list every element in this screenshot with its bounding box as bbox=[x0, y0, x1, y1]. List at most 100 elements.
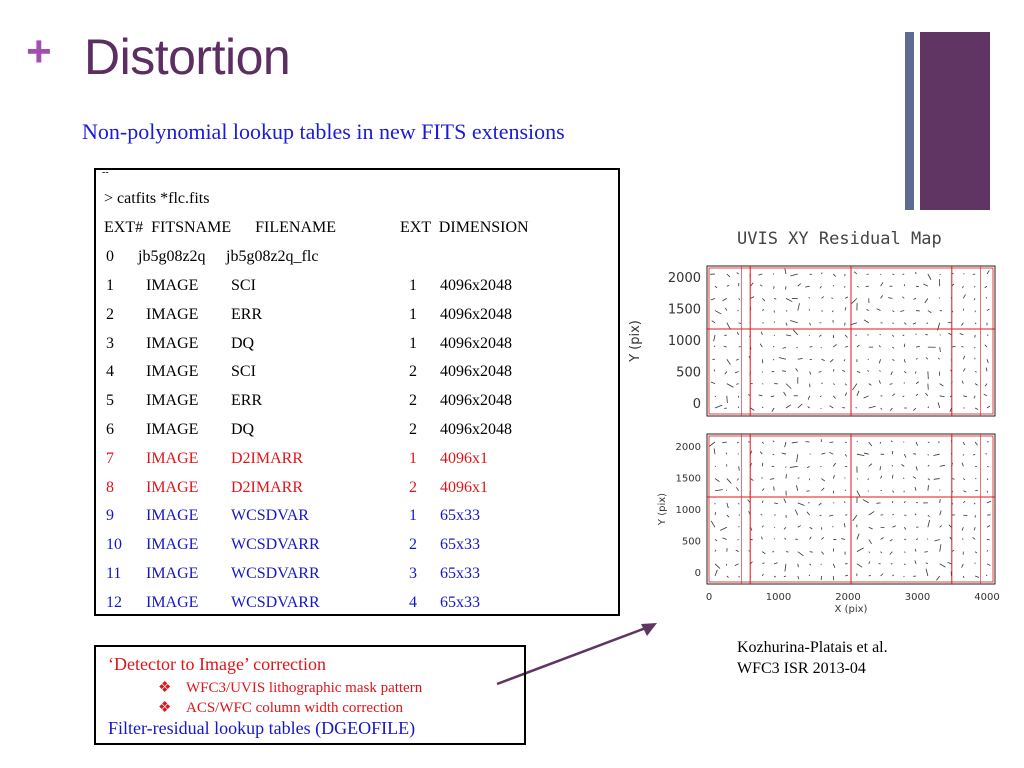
residual-vector bbox=[925, 357, 929, 360]
residual-vector bbox=[939, 464, 945, 467]
residual-vector bbox=[867, 490, 869, 492]
residual-vector bbox=[772, 358, 775, 361]
residual-vector bbox=[878, 345, 881, 348]
residual-vector bbox=[773, 286, 775, 289]
extension-row: 6 IMAGE DQ 2 4096x2048 bbox=[96, 421, 618, 443]
residual-vector bbox=[829, 358, 834, 363]
residual-vector bbox=[939, 563, 946, 568]
ext-index: 1 bbox=[409, 334, 417, 352]
residual-vector bbox=[829, 514, 834, 517]
residual-vector bbox=[973, 527, 976, 531]
residual-vector bbox=[903, 322, 907, 325]
residual-vector bbox=[974, 383, 978, 386]
residual-vector bbox=[959, 333, 964, 336]
residual-vector bbox=[915, 393, 918, 397]
residual-vector bbox=[962, 441, 965, 446]
residual-vector bbox=[889, 383, 893, 385]
citation-report: WFC3 ISR 2013-04 bbox=[737, 660, 866, 677]
residual-vector bbox=[750, 296, 755, 299]
residual-vector bbox=[939, 383, 944, 387]
residual-vector bbox=[821, 382, 823, 384]
residual-vector bbox=[927, 464, 930, 467]
residual-vector bbox=[789, 465, 798, 468]
figure-title: UVIS XY Residual Map bbox=[737, 229, 942, 249]
residual-vector bbox=[863, 319, 869, 324]
residual-vector bbox=[927, 514, 930, 518]
ext-filename: WCSDVAR bbox=[231, 507, 309, 525]
ext-fitsname: IMAGE bbox=[146, 277, 199, 294]
residual-vector bbox=[961, 345, 964, 348]
residual-vector bbox=[808, 296, 810, 299]
residual-vector bbox=[868, 561, 871, 564]
extension-row: 9 IMAGE WCSDVAR 1 65x33 bbox=[96, 507, 618, 529]
residual-vector bbox=[915, 381, 920, 384]
residual-vector bbox=[725, 307, 728, 311]
ext-filename: ERR bbox=[231, 392, 263, 410]
residual-vector bbox=[797, 358, 803, 360]
residual-vector bbox=[761, 441, 764, 444]
y-tick-label: 1500 bbox=[668, 303, 701, 318]
residual-vector bbox=[856, 453, 865, 457]
residual-vector bbox=[750, 478, 754, 481]
residual-vector bbox=[724, 334, 727, 337]
residual-vector bbox=[878, 380, 881, 384]
residual-vector bbox=[722, 298, 728, 302]
residual-vector bbox=[714, 285, 718, 289]
residual-vector bbox=[797, 551, 804, 557]
extension-row: 10 IMAGE WCSDVARR 2 65x33 bbox=[96, 536, 618, 558]
slide-title: Distortion bbox=[84, 29, 291, 85]
ext-index: 3 bbox=[409, 565, 417, 582]
residual-vector bbox=[923, 283, 929, 287]
residual-vector bbox=[821, 487, 825, 492]
ext-num: 6 bbox=[106, 421, 114, 438]
listing-tick: -- bbox=[102, 167, 109, 178]
ext-dimension: 4096x2048 bbox=[440, 421, 512, 438]
residual-vector bbox=[949, 395, 952, 398]
residual-vector bbox=[856, 440, 858, 443]
residual-vector bbox=[844, 322, 846, 326]
residual-vector bbox=[784, 537, 787, 540]
residual-vector bbox=[726, 575, 729, 578]
residual-vector bbox=[809, 526, 813, 530]
residual-vector bbox=[927, 478, 931, 481]
ext-num: 1 bbox=[106, 277, 114, 294]
x-tick-label: 3000 bbox=[905, 592, 930, 603]
residual-vector bbox=[986, 465, 989, 468]
residual-vector bbox=[807, 406, 810, 409]
ext-index: 2 bbox=[409, 363, 417, 381]
residual-vector bbox=[900, 310, 905, 312]
ext-filename: WCSDVARR bbox=[231, 565, 320, 582]
ext-num: 11 bbox=[106, 565, 122, 582]
residual-vector bbox=[880, 573, 884, 577]
residual-vector bbox=[738, 322, 742, 324]
residual-vector bbox=[939, 395, 945, 398]
residual-vector bbox=[914, 486, 917, 491]
residual-vector bbox=[986, 270, 990, 275]
note-detector-to-image: ‘Detector to Image’ correction bbox=[108, 654, 327, 674]
residual-vector bbox=[867, 478, 870, 481]
residual-vector bbox=[821, 551, 825, 555]
ext-dimension: 4096x2048 bbox=[440, 334, 512, 352]
residual-vector bbox=[915, 358, 918, 360]
residual-vector bbox=[863, 395, 869, 399]
y-tick-label: 1000 bbox=[668, 334, 701, 349]
residual-vector bbox=[761, 371, 764, 373]
residual-vector bbox=[915, 441, 918, 446]
residual-vector bbox=[750, 527, 753, 531]
ext-num: 8 bbox=[106, 478, 114, 496]
residual-vector bbox=[856, 547, 864, 552]
residual-vector bbox=[713, 334, 716, 342]
ext-num: 10 bbox=[106, 536, 122, 554]
residual-vector bbox=[714, 569, 718, 577]
residual-vector bbox=[738, 575, 740, 578]
residual-vector bbox=[856, 533, 860, 540]
ext-filename: SCI bbox=[231, 277, 256, 294]
residual-vector bbox=[903, 527, 907, 530]
residual-vector bbox=[792, 329, 799, 336]
ext-num: 2 bbox=[106, 305, 114, 323]
title-plus-mark: + bbox=[26, 27, 52, 76]
residual-vector bbox=[986, 478, 989, 481]
residual-vector bbox=[903, 501, 906, 504]
ext-index: 1 bbox=[409, 305, 417, 323]
y-tick-label: 1500 bbox=[676, 474, 701, 485]
